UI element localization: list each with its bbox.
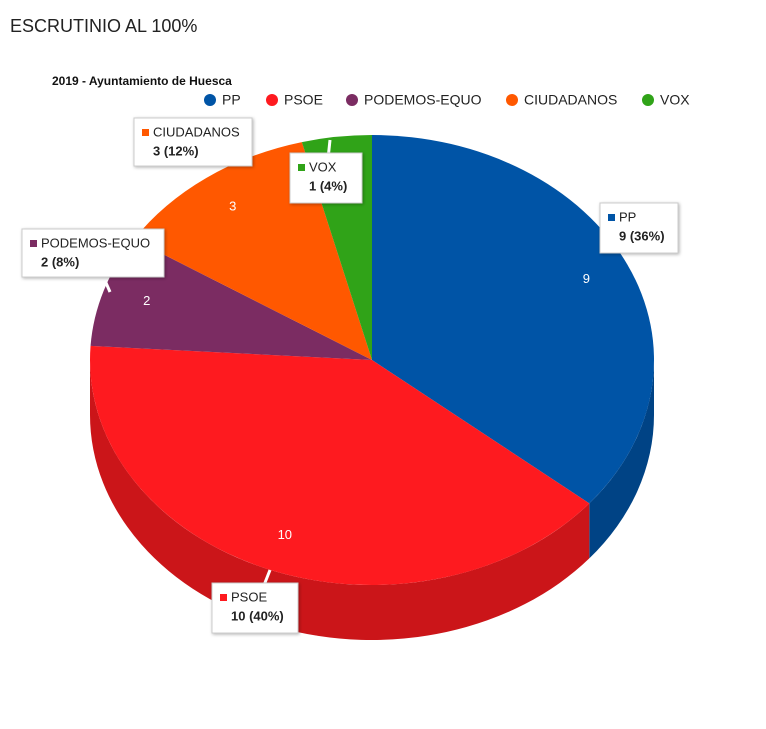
legend-marker bbox=[266, 94, 278, 106]
legend-label: CIUDADANOS bbox=[524, 92, 617, 108]
callout-value: 1 (4%) bbox=[309, 178, 347, 193]
callout-marker bbox=[608, 214, 615, 221]
slice bbox=[89, 345, 590, 640]
slice-side bbox=[589, 360, 654, 559]
callout-name: CIUDADANOS bbox=[153, 124, 240, 139]
legend-label: PSOE bbox=[284, 92, 323, 108]
callout-box bbox=[211, 582, 299, 634]
callout-value: 9 (36%) bbox=[619, 228, 665, 243]
slice bbox=[372, 135, 654, 559]
callout-name: VOX bbox=[309, 159, 337, 174]
callout-name: PODEMOS-EQUO bbox=[41, 235, 150, 250]
legend-marker bbox=[204, 94, 216, 106]
page-title: ESCRUTINIO AL 100% bbox=[10, 16, 197, 36]
callout-name: PSOE bbox=[231, 589, 267, 604]
data-label: 3 bbox=[229, 199, 236, 214]
callout-name: PP bbox=[619, 209, 636, 224]
callout-value: 3 (12%) bbox=[153, 143, 199, 158]
callout-box bbox=[133, 117, 253, 167]
callout-box bbox=[599, 202, 679, 254]
callout-marker bbox=[142, 129, 149, 136]
callout-box bbox=[289, 152, 363, 204]
callout-value: 2 (8%) bbox=[41, 254, 79, 269]
callout-marker bbox=[30, 240, 37, 247]
legend-label: PODEMOS-EQUO bbox=[364, 92, 482, 108]
data-label: 2 bbox=[143, 293, 150, 308]
callout-value: 10 (40%) bbox=[231, 608, 284, 623]
callout-marker bbox=[220, 594, 227, 601]
callout-marker bbox=[298, 164, 305, 171]
chart-title: 2019 - Ayuntamiento de Huesca bbox=[52, 74, 232, 88]
legend-label: VOX bbox=[660, 92, 690, 108]
legend-marker bbox=[346, 94, 358, 106]
callout-box bbox=[21, 228, 165, 278]
legend-marker bbox=[642, 94, 654, 106]
data-label: 10 bbox=[278, 527, 292, 542]
slice-top bbox=[372, 135, 654, 504]
slice-top bbox=[89, 345, 590, 586]
slice-side bbox=[90, 360, 590, 640]
legend-label: PP bbox=[222, 92, 241, 108]
data-label: 9 bbox=[583, 271, 590, 286]
legend-marker bbox=[506, 94, 518, 106]
